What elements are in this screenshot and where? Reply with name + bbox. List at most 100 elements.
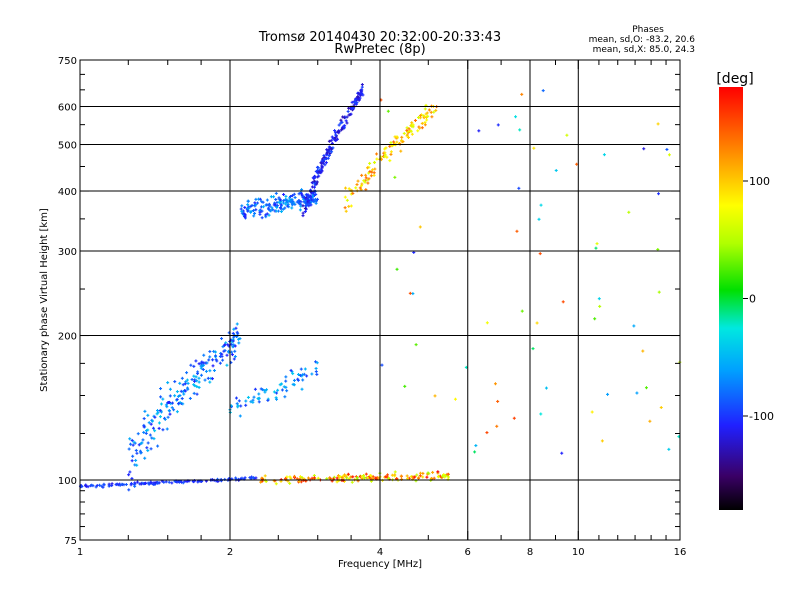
data-point bbox=[261, 205, 265, 209]
data-point bbox=[350, 100, 354, 104]
data-point bbox=[225, 353, 229, 357]
data-point bbox=[231, 331, 235, 335]
data-point bbox=[331, 137, 335, 141]
data-point bbox=[152, 437, 156, 441]
data-point bbox=[167, 401, 171, 405]
data-point bbox=[173, 394, 177, 398]
data-point bbox=[129, 483, 133, 487]
data-point bbox=[354, 98, 358, 102]
data-point bbox=[212, 349, 216, 353]
data-point bbox=[350, 107, 354, 111]
data-point bbox=[254, 208, 258, 212]
data-point bbox=[485, 321, 489, 325]
data-point bbox=[375, 157, 379, 161]
data-point bbox=[648, 419, 652, 423]
data-point bbox=[360, 475, 364, 479]
data-point bbox=[133, 484, 137, 488]
data-point bbox=[327, 139, 331, 143]
data-point bbox=[238, 337, 242, 341]
data-point bbox=[272, 390, 276, 394]
data-point bbox=[218, 361, 222, 365]
data-point bbox=[128, 442, 132, 446]
data-point bbox=[284, 375, 288, 379]
data-point bbox=[223, 343, 227, 347]
data-point bbox=[344, 186, 348, 190]
data-point bbox=[595, 242, 599, 246]
data-point bbox=[246, 209, 250, 213]
data-point bbox=[278, 383, 282, 387]
data-point bbox=[405, 133, 409, 137]
data-point bbox=[225, 363, 229, 367]
data-point bbox=[172, 408, 176, 412]
data-point bbox=[304, 201, 308, 205]
data-point bbox=[303, 210, 307, 214]
data-point bbox=[297, 372, 301, 376]
data-point bbox=[385, 155, 389, 159]
data-point bbox=[360, 173, 364, 177]
legend-x-stats: mean, sd,X: 85.0, 24.3 bbox=[593, 45, 695, 55]
data-point bbox=[128, 437, 132, 441]
data-point bbox=[149, 480, 153, 484]
data-point bbox=[196, 372, 200, 376]
data-point bbox=[186, 381, 190, 385]
data-point bbox=[305, 197, 309, 201]
data-point bbox=[130, 438, 134, 442]
data-point bbox=[409, 129, 413, 133]
data-point bbox=[268, 204, 272, 208]
data-point bbox=[642, 147, 646, 151]
data-point bbox=[237, 341, 241, 345]
data-point bbox=[128, 470, 132, 474]
data-point bbox=[114, 483, 118, 487]
data-point bbox=[133, 481, 137, 485]
data-point bbox=[249, 210, 253, 214]
data-point bbox=[86, 485, 90, 489]
data-point bbox=[520, 92, 524, 96]
y-axis-label: Stationary phase Virtual Height [km] bbox=[39, 208, 50, 392]
data-point bbox=[539, 412, 543, 416]
data-point bbox=[134, 448, 138, 452]
data-point bbox=[192, 383, 196, 387]
data-point bbox=[656, 247, 660, 251]
data-point bbox=[253, 387, 257, 391]
data-point bbox=[108, 484, 112, 488]
data-point bbox=[415, 473, 419, 477]
data-point bbox=[171, 401, 175, 405]
data-point bbox=[329, 147, 333, 151]
data-point bbox=[158, 415, 162, 419]
data-point bbox=[282, 385, 286, 389]
x-tick-label: 16 bbox=[674, 547, 687, 558]
data-point bbox=[271, 208, 275, 212]
data-point bbox=[279, 210, 283, 214]
legend-heading: Phases bbox=[632, 25, 664, 35]
data-point bbox=[344, 119, 348, 123]
data-point bbox=[314, 192, 318, 196]
data-point bbox=[243, 476, 247, 480]
data-point bbox=[390, 473, 394, 477]
data-point bbox=[300, 373, 304, 377]
data-point bbox=[405, 128, 409, 132]
data-point bbox=[393, 175, 397, 179]
data-point bbox=[400, 138, 404, 142]
data-point bbox=[445, 472, 449, 476]
data-point bbox=[240, 209, 244, 213]
data-point bbox=[290, 206, 294, 210]
data-point bbox=[411, 475, 415, 479]
data-point bbox=[383, 151, 387, 155]
data-point bbox=[250, 203, 254, 207]
data-point bbox=[252, 395, 256, 399]
data-point bbox=[328, 151, 332, 155]
data-point bbox=[349, 204, 353, 208]
data-point bbox=[223, 349, 227, 353]
data-point bbox=[275, 391, 279, 395]
data-point bbox=[265, 198, 269, 202]
data-point bbox=[266, 398, 270, 402]
data-point bbox=[351, 475, 355, 479]
data-point bbox=[312, 176, 316, 180]
data-point bbox=[102, 482, 106, 486]
data-point bbox=[101, 485, 105, 489]
data-point bbox=[244, 403, 248, 407]
data-point bbox=[182, 392, 186, 396]
data-point bbox=[403, 384, 407, 388]
data-point bbox=[156, 481, 160, 485]
data-point bbox=[425, 118, 429, 122]
